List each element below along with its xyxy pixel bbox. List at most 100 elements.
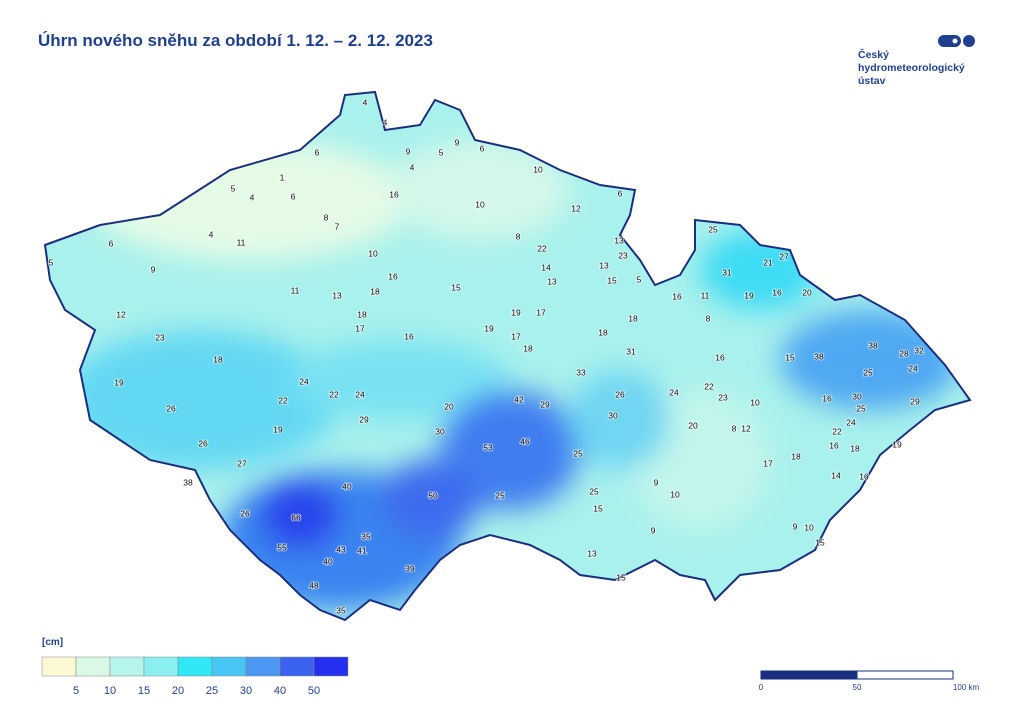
legend-unit: [cm] [42, 637, 63, 648]
station-value: 16 [389, 189, 399, 199]
station-value: 12 [116, 309, 126, 319]
station-value: 18 [213, 354, 223, 364]
station-value: 15 [593, 503, 603, 513]
station-value: 4 [363, 97, 368, 107]
station-value: 26 [198, 438, 208, 448]
legend-swatch [211, 656, 247, 677]
station-value: 22 [704, 381, 714, 391]
station-value: 6 [480, 143, 485, 153]
legend-label: 50 [308, 685, 320, 697]
station-value: 15 [451, 282, 461, 292]
station-value: 31 [722, 267, 732, 277]
station-value: 35 [361, 531, 371, 541]
station-value: 41 [357, 545, 367, 555]
station-value: 13 [587, 548, 597, 558]
station-value: 11 [701, 290, 710, 300]
station-value: 12 [571, 203, 581, 213]
station-value: 23 [155, 332, 165, 342]
station-value: 8 [706, 313, 711, 323]
station-value: 18 [370, 286, 380, 296]
station-value: 18 [850, 443, 860, 453]
station-value: 17 [355, 323, 365, 333]
station-value: 5 [49, 257, 54, 267]
station-value: 9 [793, 521, 798, 531]
station-value: 24 [299, 376, 309, 386]
station-value: 10 [670, 489, 680, 499]
station-value: 22 [329, 389, 339, 399]
station-value: 19 [511, 307, 521, 317]
station-value: 29 [359, 414, 369, 424]
station-value: 10 [475, 199, 485, 209]
station-value: 9 [151, 264, 156, 274]
station-value: 25 [856, 403, 866, 413]
station-value: 35 [336, 605, 346, 615]
station-value: 16 [859, 471, 869, 481]
station-value: 6 [618, 188, 623, 198]
station-value: 18 [791, 451, 801, 461]
station-value: 4 [383, 117, 388, 127]
station-value: 23 [718, 392, 728, 402]
station-value: 5 [439, 147, 444, 157]
station-value: 15 [785, 352, 795, 362]
logo-line: hydrometeorologický [858, 62, 965, 74]
station-value: 21 [763, 257, 773, 267]
legend: 5 10 15 20 25 30 40 50 [41, 656, 349, 697]
station-value: 11 [237, 237, 246, 247]
station-value: 18 [598, 327, 608, 337]
station-value: 14 [541, 262, 551, 272]
legend-swatch [245, 656, 281, 677]
station-value: 29 [910, 396, 920, 406]
station-value: 16 [715, 352, 725, 362]
station-value: 25 [589, 486, 599, 496]
station-value: 16 [388, 271, 398, 281]
station-value: 19 [273, 424, 283, 434]
station-value: 10 [533, 164, 543, 174]
station-value: 8 [732, 423, 737, 433]
station-value: 5 [231, 183, 236, 193]
station-value: 38 [183, 477, 193, 487]
station-value: 18 [357, 309, 367, 319]
station-value: 46 [520, 436, 530, 446]
station-value: 24 [846, 417, 856, 427]
station-value: 9 [654, 477, 659, 487]
legend-label: 20 [172, 685, 184, 697]
station-value: 13 [332, 290, 342, 300]
station-value: 40 [342, 481, 352, 491]
station-value: 14 [831, 470, 841, 480]
station-value: 20 [688, 420, 698, 430]
station-value: 25 [495, 490, 505, 500]
scale-label: 0 [759, 683, 764, 692]
station-value: 13 [614, 235, 624, 245]
station-value: 38 [868, 340, 878, 350]
legend-swatch [41, 656, 77, 677]
scale-label: 100 km [953, 683, 980, 692]
logo-line: ústav [858, 75, 886, 87]
station-value: 26 [240, 508, 250, 518]
station-value: 15 [607, 275, 617, 285]
station-value: 7 [335, 221, 340, 231]
station-value: 24 [355, 389, 365, 399]
station-value: 9 [455, 137, 460, 147]
station-value: 66 [291, 512, 301, 522]
station-value: 17 [536, 307, 546, 317]
station-value: 26 [166, 403, 176, 413]
station-value: 25 [863, 367, 873, 377]
station-value: 4 [410, 162, 415, 172]
station-value: 18 [523, 343, 533, 353]
station-value: 19 [484, 323, 494, 333]
station-value: 48 [309, 580, 319, 590]
station-value: 39 [405, 563, 415, 573]
station-value: 6 [315, 147, 320, 157]
station-value: 19 [114, 377, 124, 387]
station-value: 4 [209, 229, 214, 239]
station-value: 29 [540, 399, 550, 409]
legend-swatch [109, 656, 145, 677]
station-value: 20 [444, 401, 454, 411]
station-value: 30 [608, 410, 618, 420]
station-value: 24 [908, 363, 918, 373]
station-value: 16 [404, 331, 414, 341]
legend-swatch [279, 656, 315, 677]
legend-swatch [177, 656, 213, 677]
station-value: 27 [237, 458, 247, 468]
station-value: 55 [277, 542, 287, 552]
